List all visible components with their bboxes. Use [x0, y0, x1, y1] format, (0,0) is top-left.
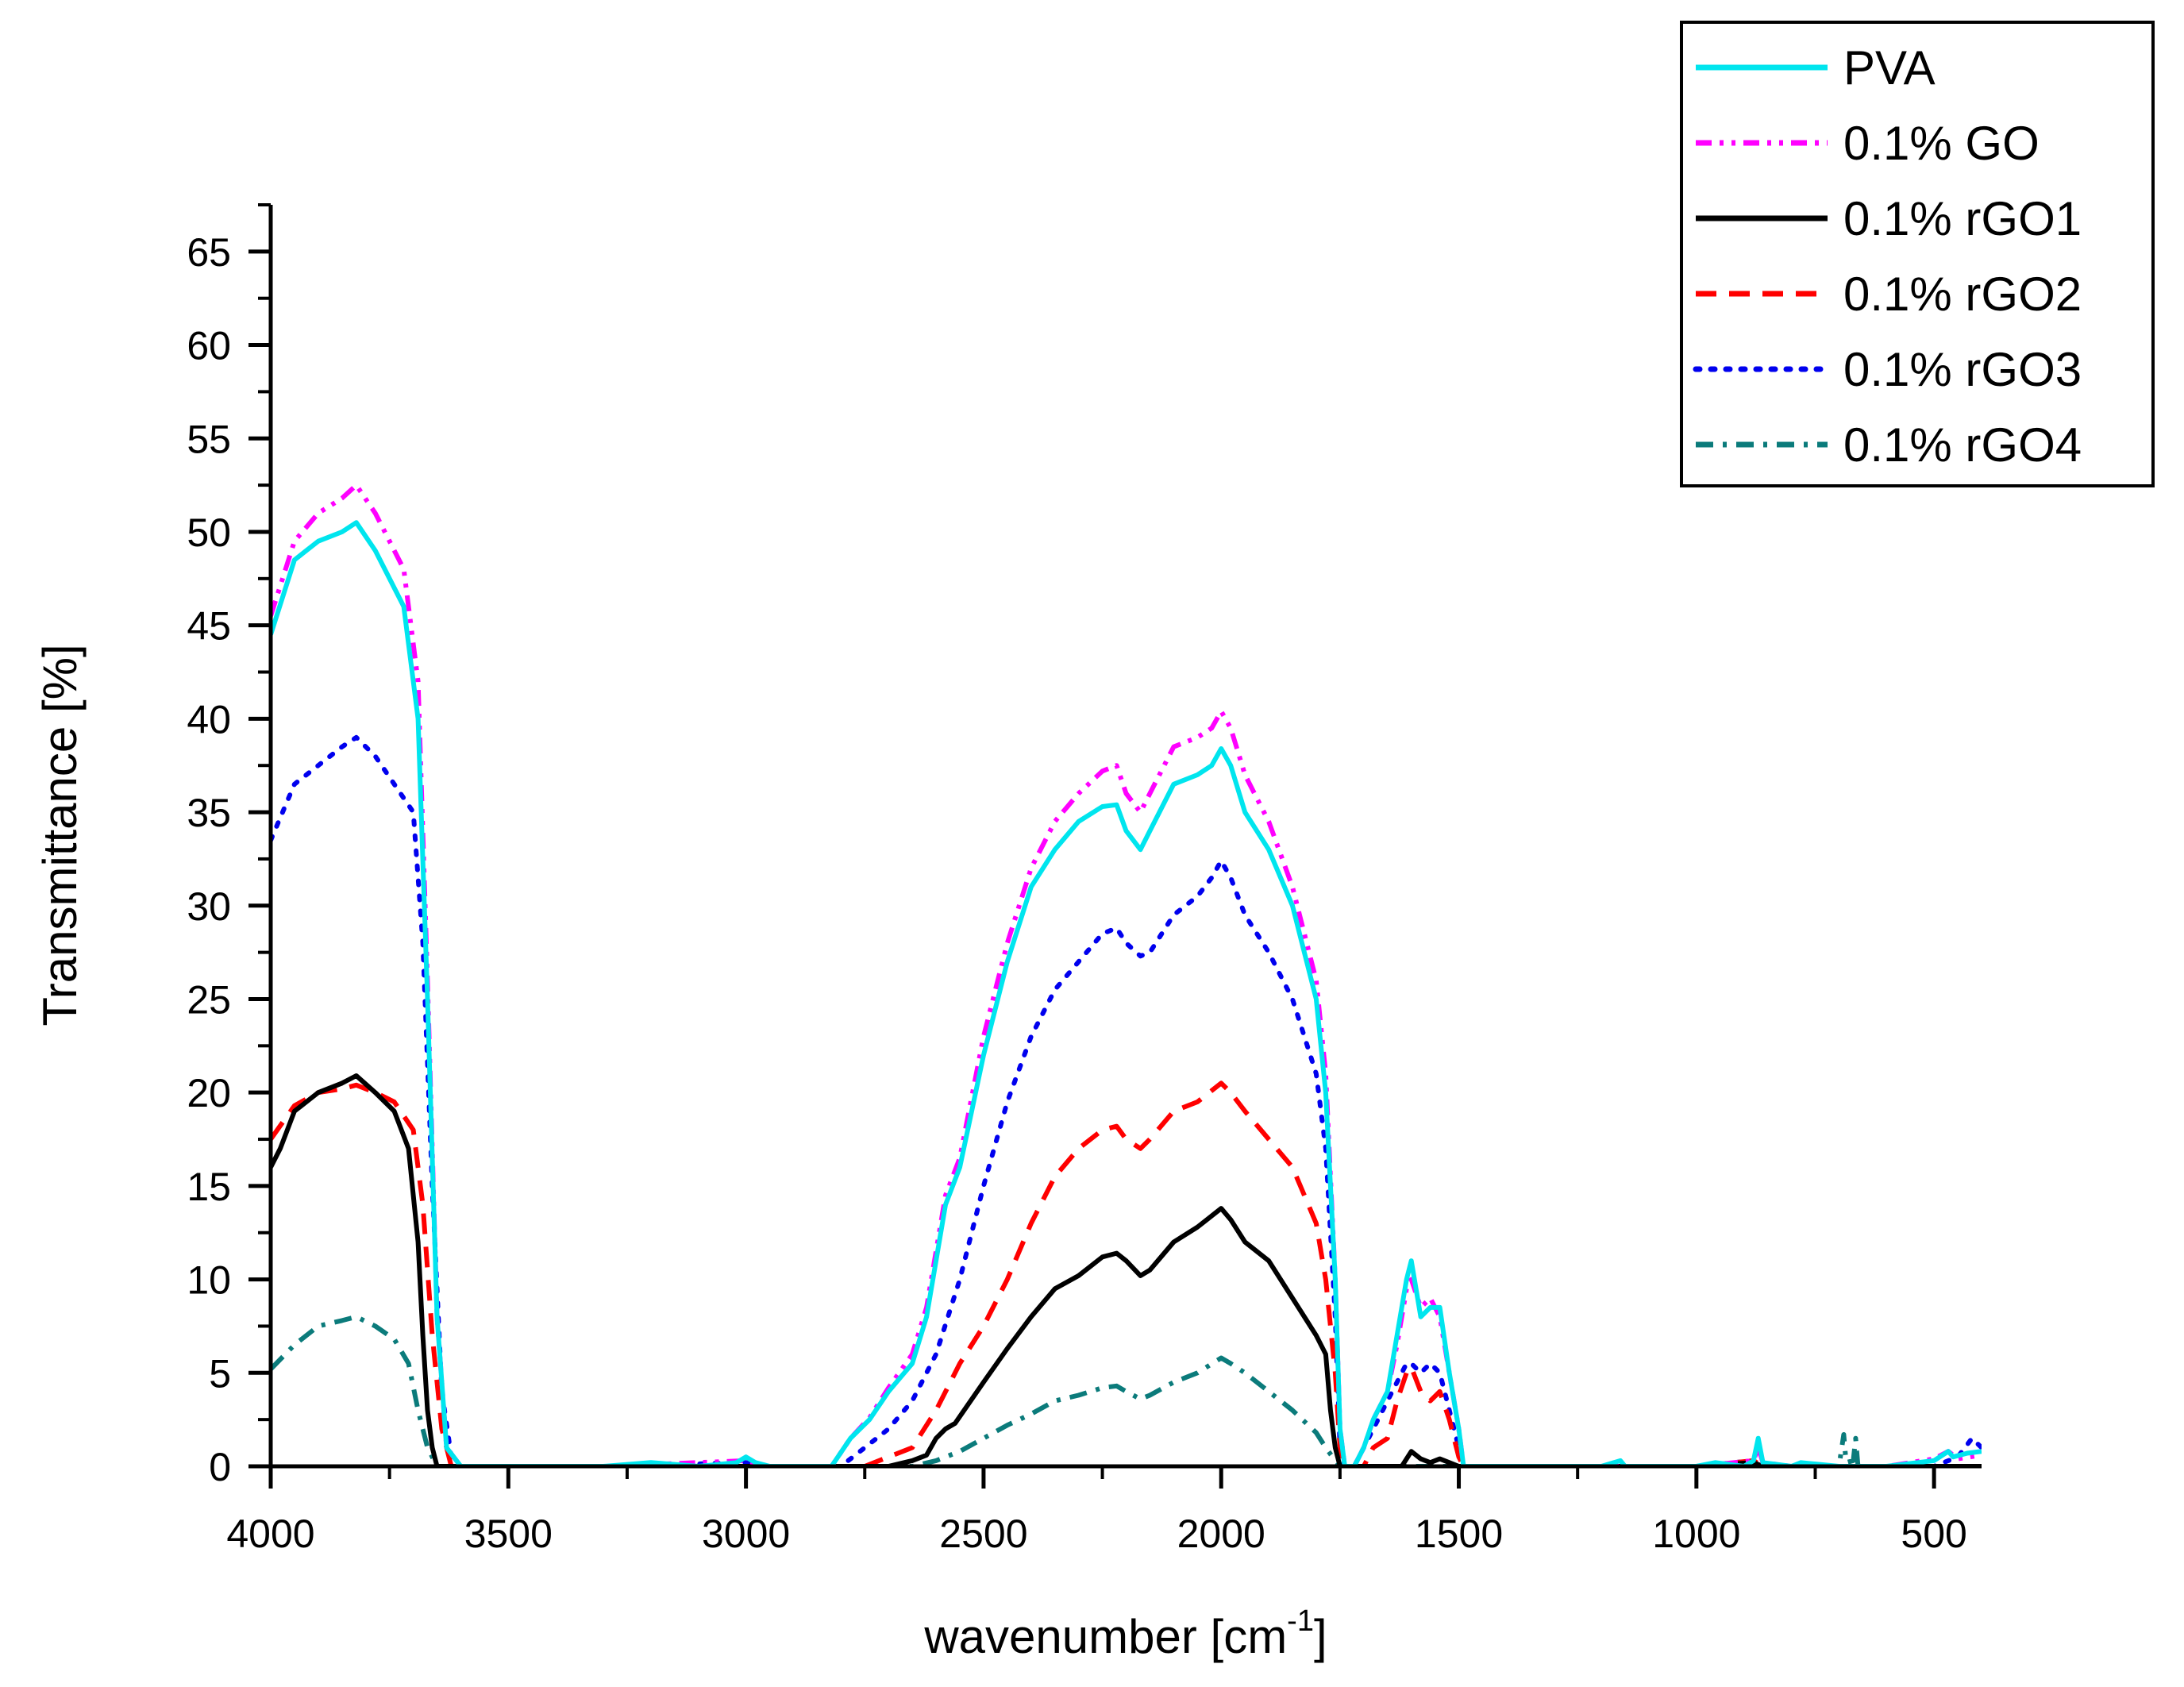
series-line-6	[271, 1314, 1982, 1467]
x-tick-label: 3000	[702, 1512, 790, 1556]
series-group	[271, 483, 1982, 1467]
legend-label: 0.1% rGO2	[1843, 268, 2082, 321]
legend-label: PVA	[1843, 41, 1936, 94]
y-tick-label: 60	[187, 324, 231, 368]
x-tick-label: 2500	[939, 1512, 1027, 1556]
x-tick-label: 2000	[1177, 1512, 1265, 1556]
series-line-1	[271, 520, 1982, 1467]
y-tick-label: 65	[187, 230, 231, 275]
legend-label: 0.1% rGO3	[1843, 343, 2082, 396]
y-tick-label: 10	[187, 1258, 231, 1303]
y-tick-label: 20	[187, 1071, 231, 1115]
legend: PVA 0.1% GO 0.1% rGO1 0.1% rGO2 0.1% rGO3 0.1…	[1680, 21, 2155, 487]
y-tick-label: 35	[187, 791, 231, 835]
series-line-5	[271, 734, 1982, 1467]
x-tick-label: 4000	[226, 1512, 314, 1556]
x-axis-title: wavenumber [cm-1]	[923, 1604, 1327, 1663]
legend-label: 0.1% rGO4	[1843, 418, 2082, 472]
x-tick-label: 1500	[1415, 1512, 1503, 1556]
y-tick-label: 0	[209, 1445, 231, 1489]
y-tick-label: 50	[187, 510, 231, 555]
legend-box	[1680, 21, 2155, 487]
series-line-3	[271, 1073, 1982, 1467]
y-tick-label: 5	[209, 1351, 231, 1396]
y-tick-label: 40	[187, 697, 231, 741]
legend-label: 0.1% rGO1	[1843, 192, 2082, 245]
y-ticks: 0 5 10 15 20 25 30 35 40 45 50 55 60 65	[187, 203, 271, 1489]
x-ticks: 4000 3500 3000 2500 2000 1500 1000 500	[226, 1466, 1967, 1556]
series-line-2	[271, 483, 1982, 1467]
x-tick-label: 500	[1901, 1512, 1966, 1556]
y-tick-label: 30	[187, 884, 231, 929]
series-layer	[271, 483, 1982, 1467]
x-tick-label: 3500	[464, 1512, 553, 1556]
legend-label: 0.1% GO	[1843, 117, 2040, 170]
axes-layer: 4000 3500 3000 2500 2000 1500 1000 500 0 5 10 15 20…	[187, 203, 1982, 1556]
y-tick-label: 55	[187, 417, 231, 461]
y-axis-title: Transmittance [%]	[33, 644, 87, 1026]
series-line-4	[271, 1080, 1982, 1467]
y-tick-label: 45	[187, 604, 231, 649]
x-tick-label: 1000	[1652, 1512, 1740, 1556]
y-tick-label: 15	[187, 1165, 231, 1209]
y-tick-label: 25	[187, 977, 231, 1022]
